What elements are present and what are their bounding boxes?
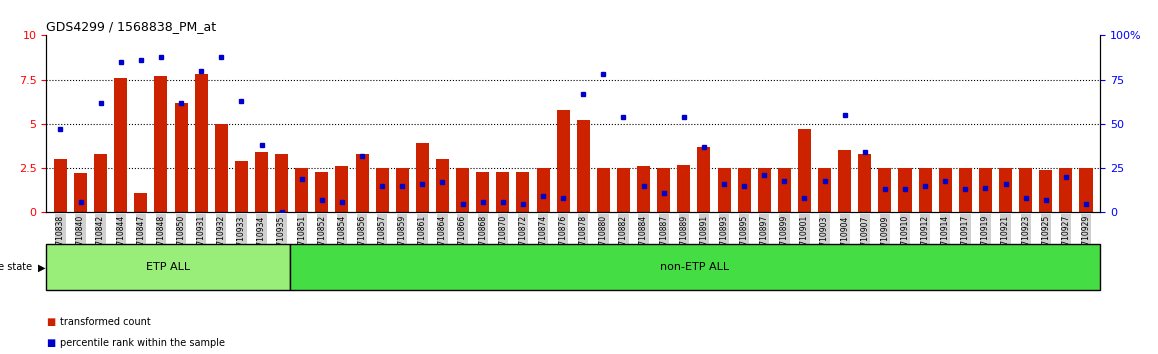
Bar (1060, 168, 1072, 212)
Bar (315, 172, 329, 212)
Bar (637, 166, 650, 212)
Bar (596, 168, 610, 212)
Bar (939, 168, 952, 212)
Bar (757, 168, 771, 212)
Bar (818, 168, 831, 212)
Bar (54, 159, 67, 212)
Bar (798, 129, 811, 212)
Bar (255, 152, 267, 212)
Bar (516, 172, 529, 212)
Bar (979, 168, 992, 212)
Bar (697, 147, 711, 212)
Bar (476, 172, 489, 212)
Bar (295, 168, 308, 212)
Bar (557, 110, 570, 212)
Text: percentile rank within the sample: percentile rank within the sample (60, 338, 225, 348)
Bar (154, 76, 168, 212)
Text: ■: ■ (46, 338, 56, 348)
Bar (838, 150, 851, 212)
Bar (94, 154, 108, 212)
Bar (778, 168, 791, 212)
Bar (658, 168, 670, 212)
Text: ■: ■ (46, 317, 56, 327)
Bar (115, 78, 127, 212)
Bar (918, 168, 932, 212)
Bar (456, 168, 469, 212)
Bar (1019, 168, 1032, 212)
Bar (375, 168, 389, 212)
Bar (497, 172, 510, 212)
Bar (175, 103, 188, 212)
Text: non-ETP ALL: non-ETP ALL (660, 262, 730, 272)
Text: GDS4299 / 1568838_PM_at: GDS4299 / 1568838_PM_at (46, 20, 217, 33)
Bar (738, 168, 750, 212)
Bar (435, 159, 449, 212)
Bar (899, 168, 911, 212)
Text: ▶: ▶ (38, 262, 45, 272)
Bar (235, 161, 248, 212)
Text: ETP ALL: ETP ALL (146, 262, 190, 272)
Bar (276, 154, 288, 212)
Bar (1039, 170, 1053, 212)
Bar (999, 168, 1012, 212)
Bar (858, 154, 871, 212)
Bar (1079, 168, 1092, 212)
Bar (718, 168, 731, 212)
Bar (677, 165, 690, 212)
Text: disease state: disease state (0, 262, 32, 272)
Bar (536, 168, 550, 212)
Bar (959, 168, 972, 212)
Bar (879, 168, 892, 212)
Text: transformed count: transformed count (60, 317, 151, 327)
Bar (396, 168, 409, 212)
Bar (356, 154, 368, 212)
Bar (74, 173, 87, 212)
Bar (577, 120, 589, 212)
Bar (336, 166, 349, 212)
Bar (416, 143, 428, 212)
Bar (617, 168, 630, 212)
Bar (195, 74, 207, 212)
Bar (214, 124, 228, 212)
Bar (134, 193, 147, 212)
